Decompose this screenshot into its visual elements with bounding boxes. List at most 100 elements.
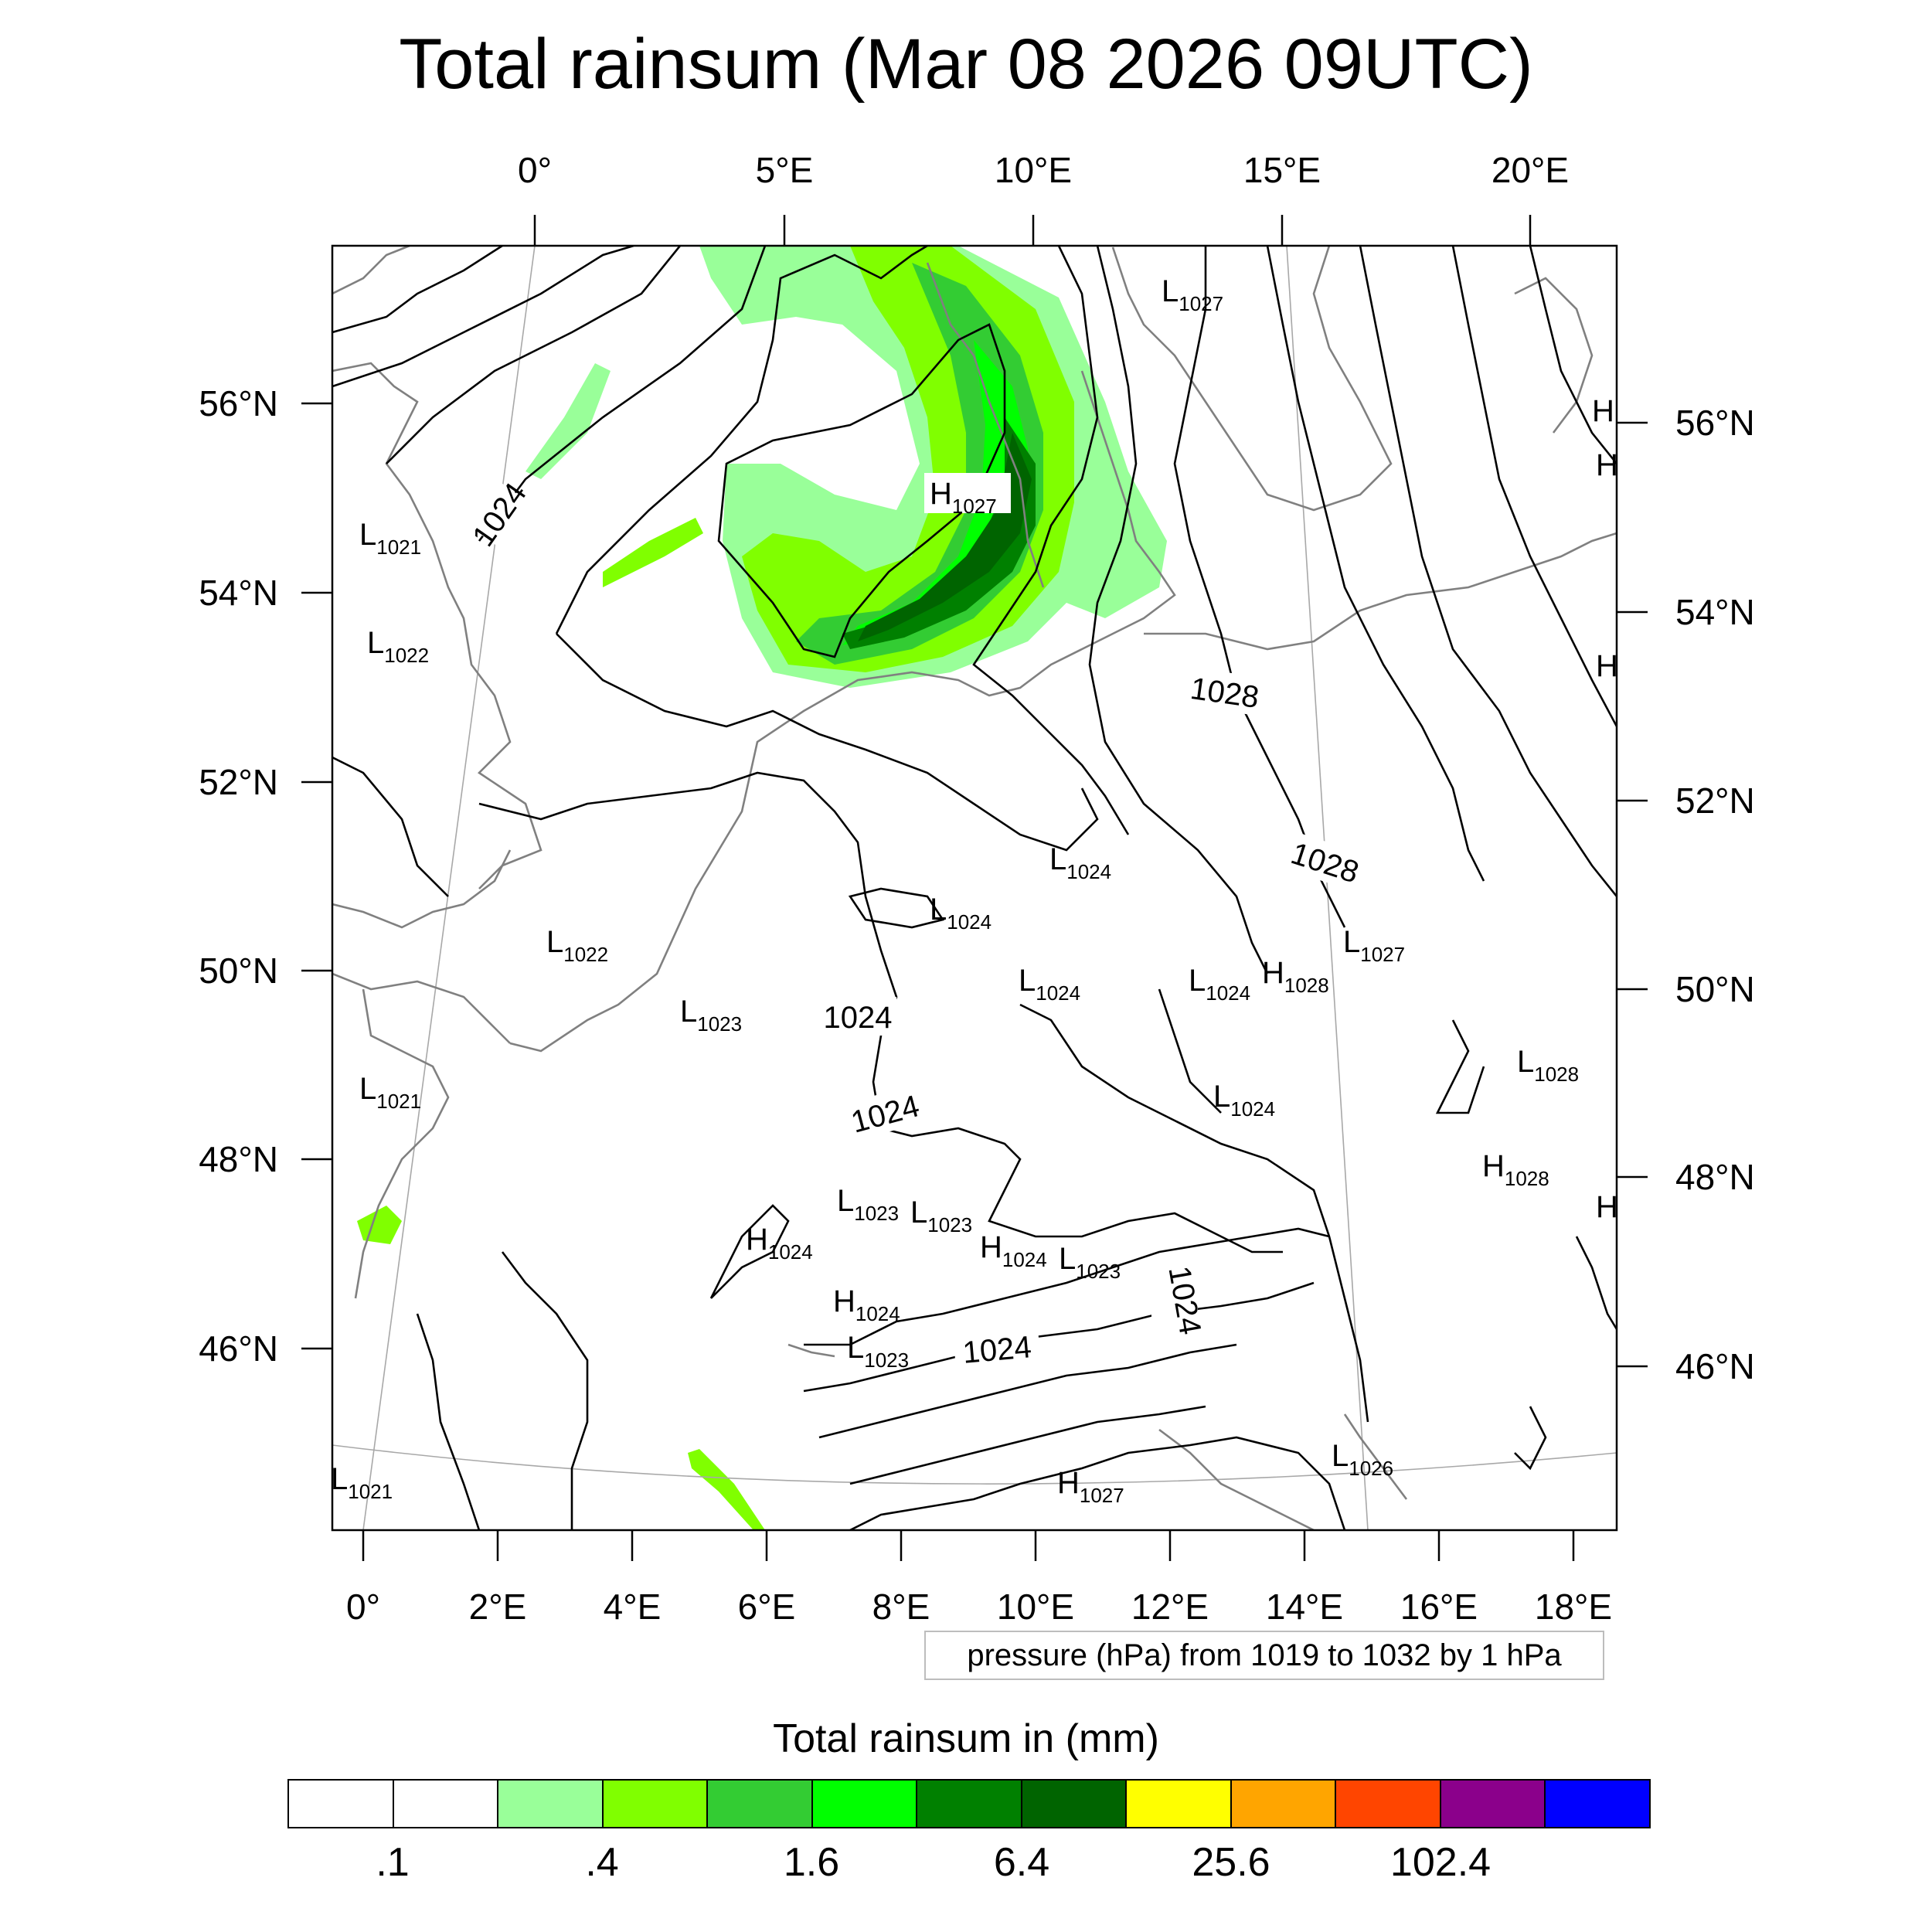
pressure-center: L1023 <box>680 995 742 1036</box>
edge-marker: H <box>1596 1190 1618 1224</box>
pressure-center: L1022 <box>546 925 608 966</box>
colorbar-label: 1.6 <box>783 1840 840 1885</box>
pressure-center: H1024 <box>833 1284 900 1325</box>
right-lat-label: 54°N <box>1675 592 1755 632</box>
colorbar-cell <box>289 1781 394 1827</box>
pressure-center: L1024 <box>1189 964 1250 1005</box>
right-lat-label: 50°N <box>1675 969 1755 1009</box>
pressure-info-box: pressure (hPa) from 1019 to 1032 by 1 hP… <box>924 1631 1604 1680</box>
pressure-center: H1028 <box>1262 956 1329 997</box>
left-lat-label: 50°N <box>199 951 278 991</box>
pressure-center: L1024 <box>1213 1080 1275 1121</box>
contour-labels: 1024 1024 1024 1024 1024 1024 1028 1028 <box>466 477 1363 1370</box>
pressure-center: H1028 <box>1482 1149 1549 1190</box>
pressure-center: L1023 <box>910 1196 972 1236</box>
colorbar-cell <box>917 1781 1022 1827</box>
top-lon-label: 5°E <box>756 150 814 190</box>
bottom-lon-label: 8°E <box>872 1587 930 1627</box>
map-frame <box>331 244 1618 1532</box>
rain-streak-north-sea <box>526 363 611 479</box>
pressure-centers: L1027 H1027 L1021 L1022 L1024 L1024 L102… <box>331 274 1618 1507</box>
colorbar-cell <box>603 1781 709 1827</box>
top-lon-axis: 0° 5°E 10°E 15°E 20°E <box>518 150 1569 246</box>
rain-band-dark <box>842 417 1036 649</box>
colorbar-label: 102.4 <box>1389 1840 1492 1885</box>
bottom-lon-label: 0° <box>346 1587 380 1627</box>
legend-title: Total rainsum in (mm) <box>773 1716 1159 1761</box>
colorbar-labels: .1 .4 1.6 6.4 25.6 102.4 <box>0 1838 1932 1892</box>
rain-patch-alps <box>688 1449 765 1530</box>
left-lat-axis: 56°N 54°N 52°N 50°N 48°N 46°N <box>199 383 332 1369</box>
right-lat-label: 52°N <box>1675 781 1755 821</box>
colorbar-cell <box>498 1781 604 1827</box>
colorbar-cell <box>1546 1781 1649 1827</box>
coastlines <box>332 246 1617 1530</box>
top-lon-label: 0° <box>518 150 552 190</box>
left-lat-label: 52°N <box>199 762 278 802</box>
colorbar-label: 6.4 <box>993 1840 1050 1885</box>
pressure-center: L1024 <box>930 893 992 934</box>
pressure-center: L1021 <box>331 1462 393 1503</box>
left-lat-label: 54°N <box>199 573 278 613</box>
top-lon-label: 10°E <box>995 150 1072 190</box>
left-lat-label: 56°N <box>199 383 278 423</box>
colorbar-cell <box>812 1781 918 1827</box>
edge-marker: H <box>1592 394 1614 428</box>
pressure-center: H1027 <box>1057 1466 1124 1507</box>
colorbar-label: .1 <box>376 1840 410 1885</box>
colorbar-label: .4 <box>585 1840 619 1885</box>
right-lat-label: 56°N <box>1675 403 1755 443</box>
bottom-lon-axis: 0° 2°E 4°E 6°E 8°E 10°E 12°E 14°E 16°E 1… <box>346 1530 1612 1627</box>
pressure-center: H1024 <box>746 1223 813 1264</box>
colorbar-label: 25.6 <box>1192 1840 1270 1885</box>
contour-label-1024-d: 1024 <box>961 1330 1032 1370</box>
rain-band-darkest <box>858 433 1032 641</box>
colorbar-cell <box>1336 1781 1441 1827</box>
pressure-center: L1024 <box>1049 842 1111 883</box>
rain-field <box>357 246 1167 1530</box>
map-plot-area: 1024 1024 1024 1024 1024 1024 1028 1028 … <box>331 246 1618 1530</box>
right-lat-label: 46°N <box>1675 1346 1755 1386</box>
bottom-lon-label: 4°E <box>604 1587 662 1627</box>
colorbar-cell <box>393 1781 499 1827</box>
map-title: Total rainsum (Mar 08 2026 09UTC) <box>399 25 1533 104</box>
pressure-center: L1023 <box>837 1184 899 1225</box>
pressure-center: H1027 <box>930 477 997 518</box>
pressure-center: L1026 <box>1332 1439 1393 1480</box>
bottom-lon-label: 16°E <box>1400 1587 1478 1627</box>
bottom-lon-label: 6°E <box>738 1587 796 1627</box>
bottom-lon-label: 12°E <box>1131 1587 1209 1627</box>
colorbar-cell <box>1440 1781 1546 1827</box>
left-lat-label: 46°N <box>199 1328 278 1369</box>
right-lat-axis: 56°N 54°N 52°N 50°N 48°N 46°N <box>1617 403 1755 1386</box>
colorbar <box>287 1779 1651 1828</box>
rain-streak-dutch-coast <box>603 518 703 587</box>
contour-label-1024-b: 1024 <box>824 1001 893 1035</box>
right-lat-label: 48°N <box>1675 1157 1755 1197</box>
bottom-lon-label: 10°E <box>997 1587 1074 1627</box>
colorbar-cell <box>1022 1781 1128 1827</box>
pressure-center: L1022 <box>367 626 429 667</box>
pressure-center: H1024 <box>980 1230 1047 1271</box>
top-lon-label: 20°E <box>1492 150 1569 190</box>
pressure-center: L1024 <box>1019 964 1080 1005</box>
pressure-center: L1028 <box>1517 1045 1579 1086</box>
pressure-center: L1027 <box>1343 925 1405 966</box>
colorbar-cell <box>708 1781 813 1827</box>
bottom-lon-label: 2°E <box>469 1587 527 1627</box>
pressure-center: L1021 <box>359 518 421 559</box>
pressure-center: L1021 <box>359 1072 421 1113</box>
pressure-center: L1023 <box>1059 1242 1121 1283</box>
bottom-lon-label: 14°E <box>1266 1587 1343 1627</box>
pressure-center: L1023 <box>847 1331 909 1372</box>
edge-marker: H <box>1596 448 1618 482</box>
bottom-lon-label: 18°E <box>1535 1587 1612 1627</box>
edge-marker: H <box>1596 649 1618 683</box>
top-lon-label: 15°E <box>1243 150 1321 190</box>
graticule <box>332 246 1617 1530</box>
pressure-center: L1027 <box>1162 274 1223 315</box>
colorbar-cell <box>1231 1781 1337 1827</box>
left-lat-label: 48°N <box>199 1139 278 1179</box>
colorbar-cell <box>1127 1781 1232 1827</box>
